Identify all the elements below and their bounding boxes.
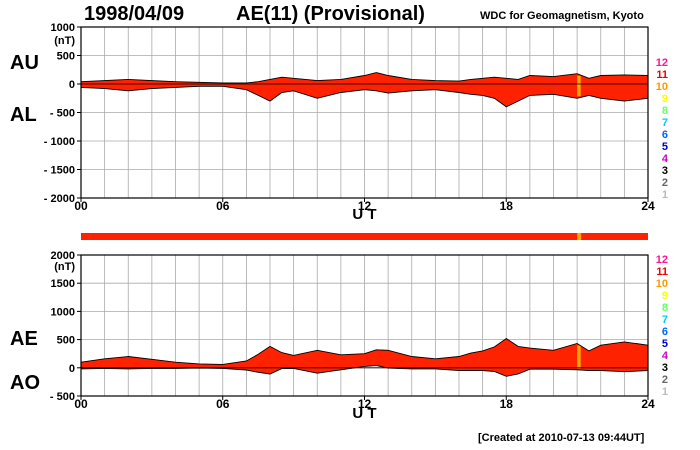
level-scale-label: 1 xyxy=(662,189,668,201)
series-line-al xyxy=(80,85,649,108)
y-tick-label: 500 xyxy=(57,335,75,347)
y-tick-label: 2000 xyxy=(51,250,75,262)
level-scale-label: 10 xyxy=(656,81,668,93)
y-tick-label: 0 xyxy=(69,79,75,91)
level-scale-label: 6 xyxy=(662,129,668,141)
x-tick-label: 12 xyxy=(358,397,372,411)
y-unit-label: (nT) xyxy=(54,261,75,273)
y-tick-label: - 500 xyxy=(50,391,75,403)
y-unit-label: (nT) xyxy=(54,35,75,47)
level-scale-label: 1 xyxy=(662,386,668,398)
y-tick-label: 1000 xyxy=(51,306,75,318)
highlight-strip xyxy=(577,75,581,97)
level-scale-label: 4 xyxy=(662,153,669,165)
level-scale-label: 8 xyxy=(662,105,668,117)
y-tick-label: 1500 xyxy=(51,278,75,290)
ao-label: AO xyxy=(10,372,40,394)
y-tick-label: - 500 xyxy=(50,108,75,120)
x-axis-label: U T xyxy=(352,206,376,223)
x-tick-label: 18 xyxy=(500,397,514,411)
chart-title: AE(11) (Provisional) xyxy=(236,3,425,25)
level-scale-label: 3 xyxy=(662,362,668,374)
level-scale-label: 9 xyxy=(662,93,668,105)
quality-bar-highlight xyxy=(577,233,582,240)
series-line-ae xyxy=(80,337,649,365)
au-label: AU xyxy=(10,52,39,74)
y-tick-label: 0 xyxy=(69,363,75,375)
x-tick-label: 06 xyxy=(216,397,230,411)
source-label: WDC for Geomagnetism, Kyoto xyxy=(480,10,644,22)
level-scale-label: 4 xyxy=(662,350,669,362)
level-scale-label: 7 xyxy=(662,117,668,129)
level-scale-label: 2 xyxy=(662,374,668,386)
level-scale-label: 10 xyxy=(656,278,668,290)
quality-bar xyxy=(81,233,648,240)
series-line-au xyxy=(80,72,649,84)
x-axis-label: U T xyxy=(352,405,376,422)
level-scale-label: 9 xyxy=(662,290,668,302)
x-tick-label: 00 xyxy=(74,199,88,213)
level-scale-label: 2 xyxy=(662,177,668,189)
series-band-ae xyxy=(81,338,648,377)
y-tick-label: 500 xyxy=(57,51,75,63)
level-scale-label: 12 xyxy=(656,254,668,266)
level-scale-label: 3 xyxy=(662,165,668,177)
y-tick-label: - 1000 xyxy=(44,136,75,148)
y-tick-label: - 1500 xyxy=(44,165,75,177)
level-scale-label: 11 xyxy=(656,266,668,278)
level-scale-label: 8 xyxy=(662,302,668,314)
x-tick-label: 18 xyxy=(500,199,514,213)
y-tick-label: - 2000 xyxy=(44,193,75,205)
level-scale-label: 7 xyxy=(662,314,668,326)
date-label: 1998/04/09 xyxy=(84,3,185,25)
x-tick-label: 00 xyxy=(74,397,88,411)
x-tick-label: 24 xyxy=(641,199,655,213)
created-footer: [Created at 2010-07-13 09:44UT] xyxy=(478,432,645,444)
y-tick-label: 1000 xyxy=(51,22,75,34)
level-scale-label: 6 xyxy=(662,326,668,338)
x-tick-label: 24 xyxy=(641,397,655,411)
al-label: AL xyxy=(10,104,37,126)
level-scale-label: 12 xyxy=(656,57,668,69)
x-tick-label: 12 xyxy=(358,199,372,213)
level-scale-label: 5 xyxy=(662,338,668,350)
highlight-strip xyxy=(577,345,581,369)
x-tick-label: 06 xyxy=(216,199,230,213)
level-scale-label: 11 xyxy=(656,69,668,81)
ae-label: AE xyxy=(10,328,38,350)
level-scale-label: 5 xyxy=(662,141,668,153)
